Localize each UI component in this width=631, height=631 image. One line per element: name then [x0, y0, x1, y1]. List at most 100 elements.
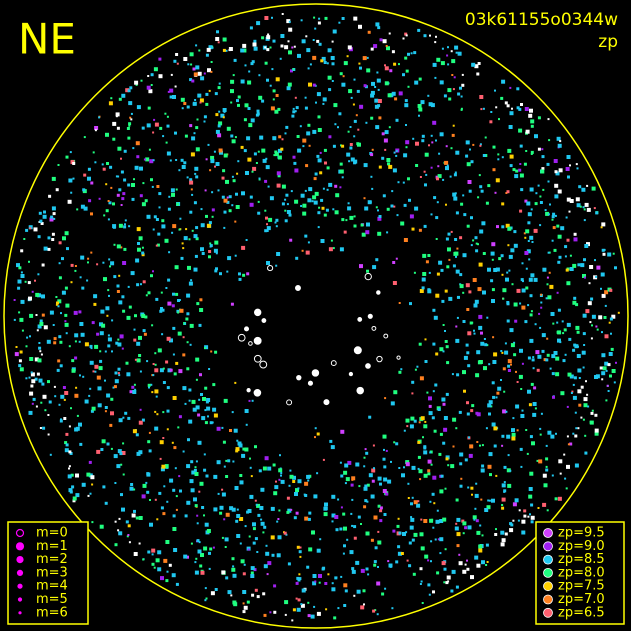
star	[539, 427, 542, 430]
star	[397, 545, 401, 549]
star	[334, 184, 338, 188]
star	[329, 439, 333, 443]
star	[181, 107, 184, 110]
star	[166, 386, 170, 390]
bright-star	[353, 346, 362, 355]
star	[501, 504, 504, 506]
star	[156, 518, 159, 521]
star	[135, 141, 140, 146]
star	[267, 466, 272, 471]
star	[419, 289, 424, 293]
star	[179, 489, 182, 493]
star	[277, 107, 281, 111]
star	[452, 124, 455, 127]
star	[171, 231, 174, 234]
star	[588, 282, 591, 285]
star	[453, 76, 456, 79]
star	[408, 564, 412, 568]
star	[363, 197, 366, 200]
star	[244, 525, 247, 528]
star	[168, 195, 171, 198]
star	[167, 278, 171, 282]
star	[203, 72, 206, 75]
star	[179, 217, 182, 220]
star	[148, 148, 151, 151]
star	[401, 473, 405, 478]
star	[204, 421, 208, 425]
star	[479, 143, 482, 146]
star	[31, 402, 34, 405]
star	[521, 519, 526, 524]
star	[390, 204, 394, 208]
star	[344, 589, 348, 593]
star	[193, 497, 197, 502]
star	[591, 186, 596, 191]
star	[473, 332, 476, 335]
star	[479, 144, 482, 147]
star	[28, 225, 33, 230]
star	[236, 514, 241, 518]
star	[272, 89, 276, 93]
star	[43, 210, 46, 214]
star	[533, 386, 537, 390]
star	[355, 462, 360, 467]
star	[418, 114, 420, 117]
star	[210, 155, 215, 160]
star	[262, 466, 267, 471]
star	[410, 52, 413, 55]
star	[167, 207, 171, 211]
star	[462, 320, 466, 323]
star	[253, 568, 257, 572]
star	[217, 189, 220, 192]
star	[529, 313, 533, 317]
star	[353, 536, 357, 540]
star	[482, 154, 486, 157]
star	[138, 542, 141, 545]
star	[171, 192, 175, 197]
star	[217, 41, 220, 44]
star	[204, 599, 207, 602]
star	[323, 148, 327, 152]
star	[456, 373, 460, 377]
star	[214, 350, 218, 354]
star	[136, 283, 140, 287]
star	[82, 375, 85, 378]
star	[368, 473, 373, 478]
star	[431, 141, 434, 144]
bright-star	[396, 355, 401, 360]
star	[480, 331, 483, 335]
star	[414, 368, 417, 371]
star	[428, 404, 432, 408]
star	[530, 273, 535, 278]
star	[161, 333, 164, 336]
star	[553, 351, 558, 355]
star	[508, 254, 513, 259]
star	[91, 483, 94, 486]
star	[71, 368, 76, 373]
star	[55, 188, 59, 192]
zp-marker	[543, 607, 553, 618]
star	[313, 494, 318, 499]
star	[299, 546, 302, 549]
star	[166, 428, 169, 431]
star	[19, 317, 24, 322]
star	[582, 274, 586, 278]
star	[462, 569, 467, 574]
star	[476, 441, 479, 443]
star	[171, 304, 175, 308]
star	[122, 473, 125, 476]
star	[434, 538, 437, 541]
star	[410, 516, 413, 519]
star	[101, 323, 106, 328]
star	[195, 44, 198, 47]
star	[609, 288, 613, 292]
star	[194, 570, 199, 575]
star	[443, 94, 447, 98]
star	[569, 254, 572, 257]
star	[127, 524, 131, 528]
star	[123, 178, 127, 182]
star	[299, 125, 302, 128]
star	[491, 498, 495, 503]
star	[149, 499, 151, 501]
star	[35, 314, 38, 316]
